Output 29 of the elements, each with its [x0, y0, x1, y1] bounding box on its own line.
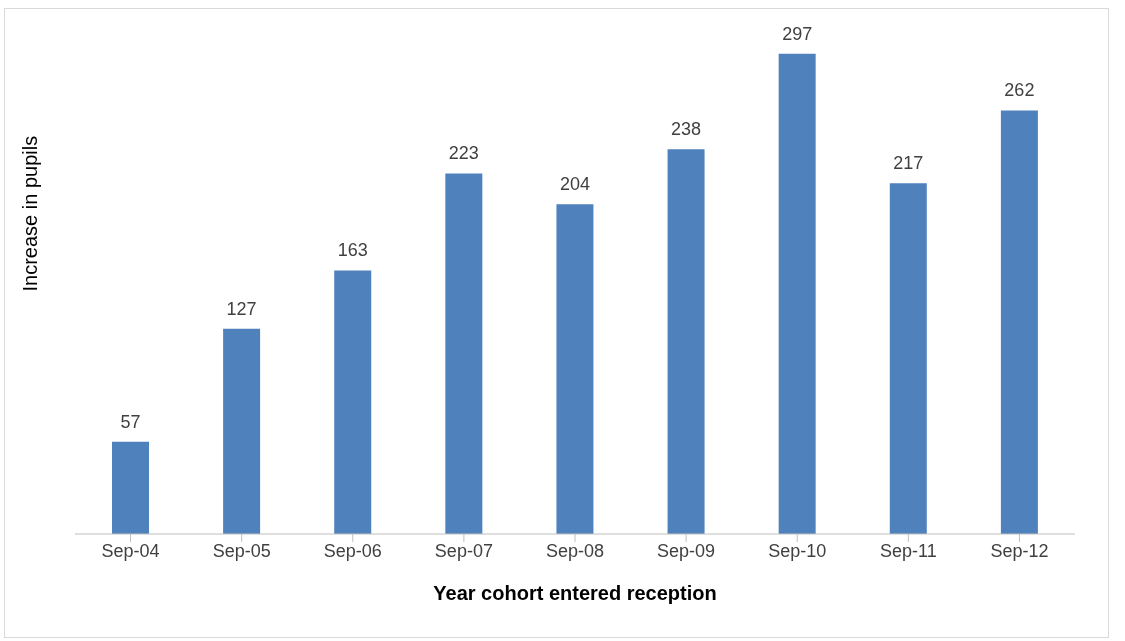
x-tick-label: Sep-06: [323, 540, 382, 561]
data-label: 204: [559, 174, 590, 195]
data-label: 223: [448, 143, 479, 164]
bar: [1000, 110, 1038, 534]
data-label: 238: [671, 119, 702, 140]
x-tick-label: Sep-10: [768, 540, 827, 561]
bar: [556, 204, 594, 534]
x-tick-label: Sep-07: [434, 540, 493, 561]
data-label: 57: [120, 411, 141, 432]
x-tick-label: Sep-04: [101, 540, 160, 561]
bar: [667, 149, 705, 534]
x-axis-title: Year cohort entered reception: [433, 582, 717, 604]
x-tick-label: Sep-11: [879, 540, 937, 561]
data-label: 217: [893, 153, 924, 174]
bar: [223, 328, 261, 534]
bar: [889, 183, 927, 534]
y-axis-title: Increase in pupils: [19, 135, 42, 292]
data-label: 262: [1004, 80, 1035, 101]
bar: [445, 173, 483, 534]
data-label: 127: [226, 298, 257, 319]
x-tick-label: Sep-09: [657, 540, 716, 561]
x-tick-label: Sep-12: [990, 540, 1049, 561]
data-label: 163: [337, 240, 368, 261]
data-label: 297: [782, 23, 813, 44]
bar: [112, 441, 149, 534]
x-tick-label: Sep-05: [212, 540, 271, 561]
bar: [334, 270, 372, 534]
x-tick-label: Sep-08: [545, 540, 605, 561]
bar: [778, 53, 816, 534]
